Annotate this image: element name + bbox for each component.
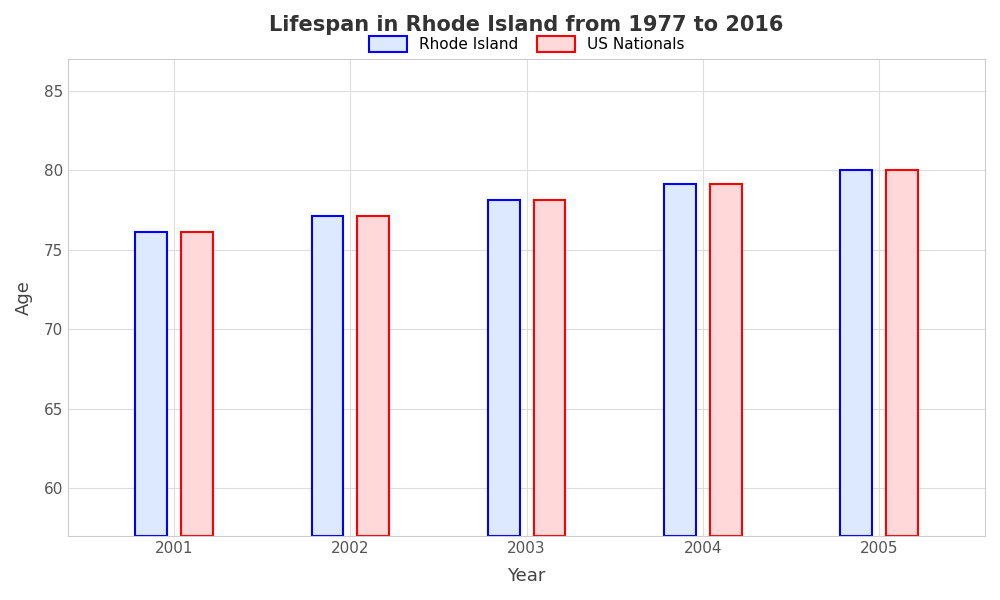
X-axis label: Year: Year [507,567,546,585]
Bar [710,184,742,536]
Bar [488,200,520,536]
Bar [840,170,872,536]
Legend: Rhode Island, US Nationals: Rhode Island, US Nationals [361,28,692,59]
Y-axis label: Age: Age [15,280,33,315]
Bar [135,232,167,536]
Bar [664,184,696,536]
Bar [357,216,389,536]
Bar [534,200,565,536]
Title: Lifespan in Rhode Island from 1977 to 2016: Lifespan in Rhode Island from 1977 to 20… [269,15,784,35]
Bar [181,232,213,536]
Bar [312,216,343,536]
Bar [886,170,918,536]
